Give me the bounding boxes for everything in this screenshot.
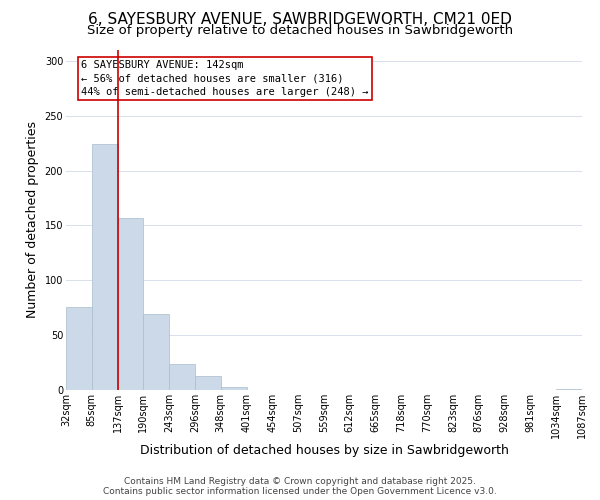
Text: Size of property relative to detached houses in Sawbridgeworth: Size of property relative to detached ho… <box>87 24 513 37</box>
Bar <box>92 144 118 390</box>
Bar <box>118 218 143 390</box>
Bar <box>169 364 195 390</box>
Text: 6, SAYESBURY AVENUE, SAWBRIDGEWORTH, CM21 0ED: 6, SAYESBURY AVENUE, SAWBRIDGEWORTH, CM2… <box>88 12 512 28</box>
Bar <box>66 306 92 390</box>
Bar <box>195 376 221 390</box>
Bar <box>221 386 247 390</box>
Bar <box>556 389 582 390</box>
X-axis label: Distribution of detached houses by size in Sawbridgeworth: Distribution of detached houses by size … <box>140 444 508 456</box>
Text: 6 SAYESBURY AVENUE: 142sqm
← 56% of detached houses are smaller (316)
44% of sem: 6 SAYESBURY AVENUE: 142sqm ← 56% of deta… <box>82 60 369 96</box>
Y-axis label: Number of detached properties: Number of detached properties <box>26 122 39 318</box>
Text: Contains HM Land Registry data © Crown copyright and database right 2025.
Contai: Contains HM Land Registry data © Crown c… <box>103 476 497 496</box>
Bar <box>143 314 169 390</box>
